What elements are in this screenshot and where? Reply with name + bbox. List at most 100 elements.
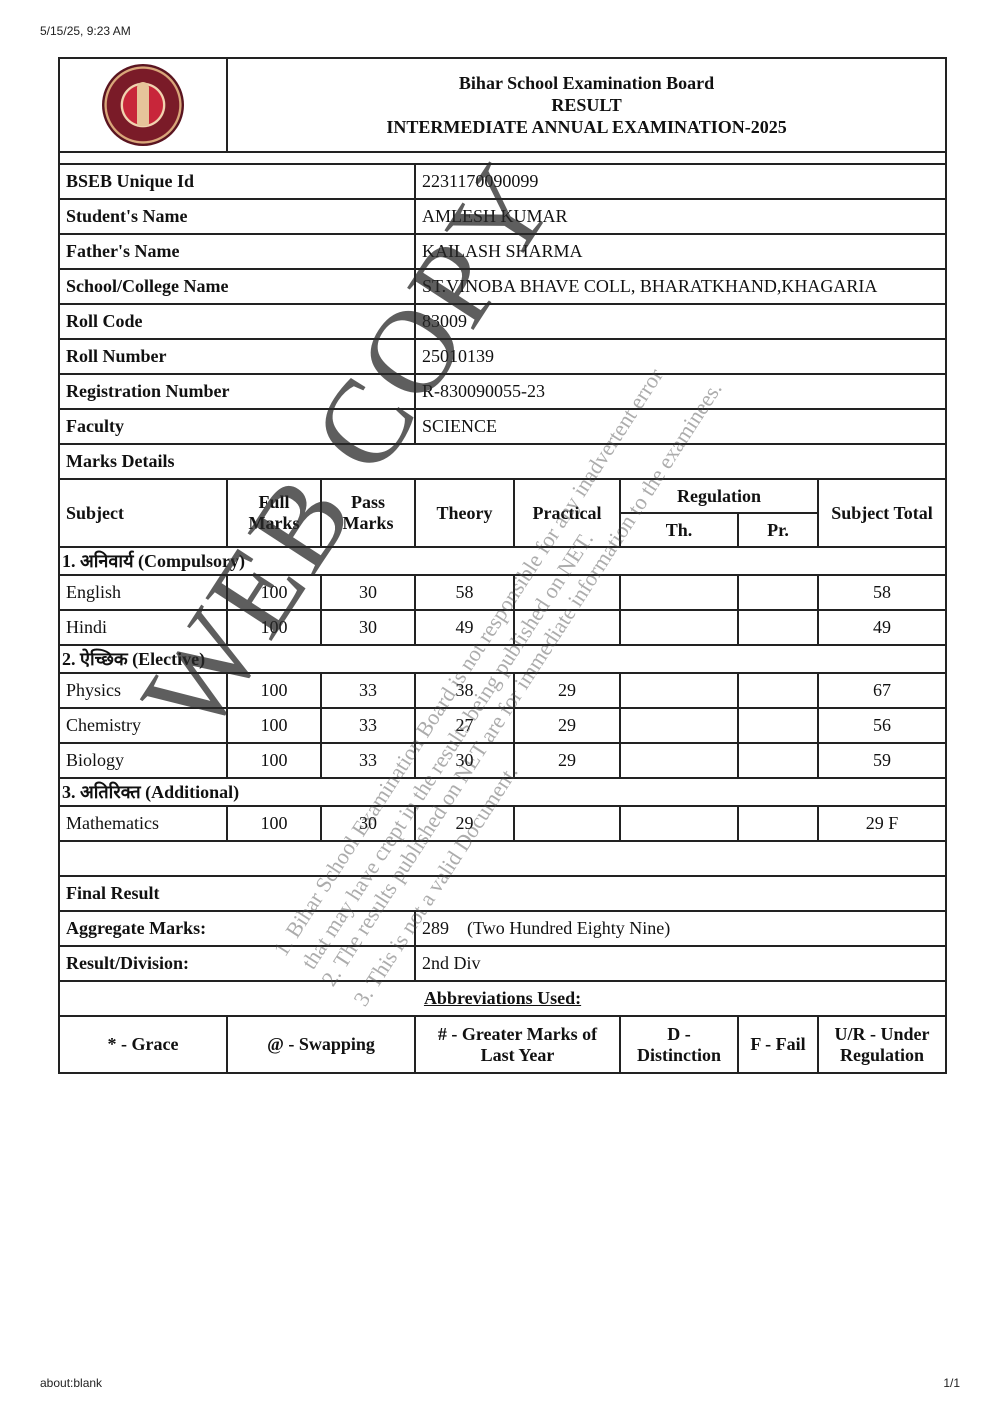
header-total: Subject Total: [816, 478, 948, 548]
info-label: Student's Name: [58, 198, 416, 235]
subject-row: English 100 30 58 58: [58, 574, 948, 611]
info-value: 83009: [413, 303, 948, 340]
final-result-row: Final Result: [57, 875, 948, 912]
spacer: [57, 151, 948, 165]
abbreviations-row: * - Grace @ - Swapping # - Greater Marks o…: [58, 1015, 948, 1074]
abbreviation-item: # - Greater Marks of Last Year: [414, 1015, 621, 1074]
marks-practical: [513, 609, 621, 646]
info-label: Registration Number: [58, 373, 416, 410]
info-row: School/College Name ST.VINOBA BHAVE COLL,…: [58, 268, 948, 305]
abbreviations-title-row: Abbreviations Used:: [57, 980, 948, 1017]
marks-reg-th: [619, 805, 739, 842]
header-row: Bihar School Examination Board RESULT IN…: [58, 57, 948, 153]
marks-full: 100: [226, 672, 322, 709]
abbreviation-item: U/R - Under Regulation: [816, 1015, 948, 1074]
abbreviation-item: * - Grace: [58, 1015, 228, 1074]
section-title: 2. ऐच्छिक (Elective): [57, 644, 948, 674]
marks-reg-pr: [737, 609, 819, 646]
section-row: 3. अतिरिक्त (Additional): [57, 777, 948, 807]
subject-name: Hindi: [58, 609, 228, 646]
marks-theory: 38: [414, 672, 515, 709]
info-value: 25010139: [413, 338, 948, 375]
info-row: Roll Number 25010139: [58, 338, 948, 375]
marks-total: 59: [816, 742, 948, 779]
marks-theory: 58: [414, 574, 515, 611]
division-label: Result/Division:: [58, 945, 416, 982]
aggregate-value: 289 (Two Hundred Eighty Nine): [413, 910, 948, 947]
info-row: BSEB Unique Id 2231170090099: [58, 163, 948, 200]
marks-practical: 29: [513, 742, 621, 779]
marks-pass: 33: [320, 742, 416, 779]
subject-name: Physics: [58, 672, 228, 709]
header-practical: Practical: [513, 478, 621, 548]
marks-details-row: Marks Details: [57, 443, 948, 480]
subject-row: Biology 100 33 30 29 59: [58, 742, 948, 779]
info-row: Student's Name AMLESH KUMAR: [58, 198, 948, 235]
marks-total: 58: [816, 574, 948, 611]
info-value: KAILASH SHARMA: [413, 233, 948, 270]
marks-reg-pr: [737, 805, 819, 842]
info-label: Roll Number: [58, 338, 416, 375]
marks-practical: [513, 805, 621, 842]
marks-practical: [513, 574, 621, 611]
aggregate-row: Aggregate Marks: 289 (Two Hundred Eighty …: [58, 910, 948, 947]
marks-total: 67: [816, 672, 948, 709]
info-value: AMLESH KUMAR: [413, 198, 948, 235]
info-label: School/College Name: [58, 268, 416, 305]
print-url: about:blank: [40, 1376, 103, 1390]
subject-name: Biology: [58, 742, 228, 779]
marks-full: 100: [226, 609, 322, 646]
marks-reg-th: [619, 707, 739, 744]
marks-theory: 29: [414, 805, 515, 842]
page-number: 1/1: [943, 1376, 960, 1390]
marks-reg-th: [619, 574, 739, 611]
board-name: Bihar School Examination Board: [458, 73, 715, 93]
marks-details-heading: Marks Details: [57, 443, 948, 480]
header-title: Bihar School Examination Board RESULT IN…: [225, 57, 948, 153]
section-title: 1. अनिवार्य (Compulsory): [57, 546, 948, 576]
subject-row: Hindi 100 30 49 49: [58, 609, 948, 646]
subject-name: English: [58, 574, 228, 611]
marks-pass: 30: [320, 609, 416, 646]
marks-total: 29 F: [816, 805, 948, 842]
abbreviation-item: D - Distinction: [619, 1015, 739, 1074]
bseb-logo: [102, 64, 184, 146]
marks-reg-pr: [737, 742, 819, 779]
aggregate-label: Aggregate Marks:: [58, 910, 416, 947]
result-sheet: Bihar School Examination Board RESULT IN…: [57, 57, 948, 1074]
marks-pass: 33: [320, 707, 416, 744]
info-label: Faculty: [58, 408, 416, 445]
marks-theory: 49: [414, 609, 515, 646]
marks-theory: 30: [414, 742, 515, 779]
subject-name: Mathematics: [58, 805, 228, 842]
header-reg-th: Th.: [619, 512, 739, 548]
info-row: Roll Code 83009: [58, 303, 948, 340]
marks-pass: 33: [320, 672, 416, 709]
marks-total: 56: [816, 707, 948, 744]
header-theory: Theory: [414, 478, 515, 548]
marks-full: 100: [226, 707, 322, 744]
final-result-heading: Final Result: [57, 875, 948, 912]
marks-theory: 27: [414, 707, 515, 744]
marks-practical: 29: [513, 672, 621, 709]
subject-name: Chemistry: [58, 707, 228, 744]
spacer: [57, 840, 948, 877]
division-value: 2nd Div: [413, 945, 948, 982]
info-label: Father's Name: [58, 233, 416, 270]
info-value: 2231170090099: [413, 163, 948, 200]
marks-reg-pr: [737, 574, 819, 611]
spacer-row: [57, 840, 948, 877]
marks-full: 100: [226, 742, 322, 779]
subject-row: Chemistry 100 33 27 29 56: [58, 707, 948, 744]
abbreviation-item: @ - Swapping: [226, 1015, 416, 1074]
marks-total: 49: [816, 609, 948, 646]
info-value: SCIENCE: [413, 408, 948, 445]
marks-practical: 29: [513, 707, 621, 744]
marks-reg-pr: [737, 707, 819, 744]
exam-name: INTERMEDIATE ANNUAL EXAMINATION-2025: [386, 117, 787, 137]
header-regulation: Regulation: [619, 478, 819, 514]
spacer-row: [57, 151, 948, 165]
subject-row: Physics 100 33 38 29 67: [58, 672, 948, 709]
subject-row: Mathematics 100 30 29 29 F: [58, 805, 948, 842]
marks-reg-pr: [737, 672, 819, 709]
